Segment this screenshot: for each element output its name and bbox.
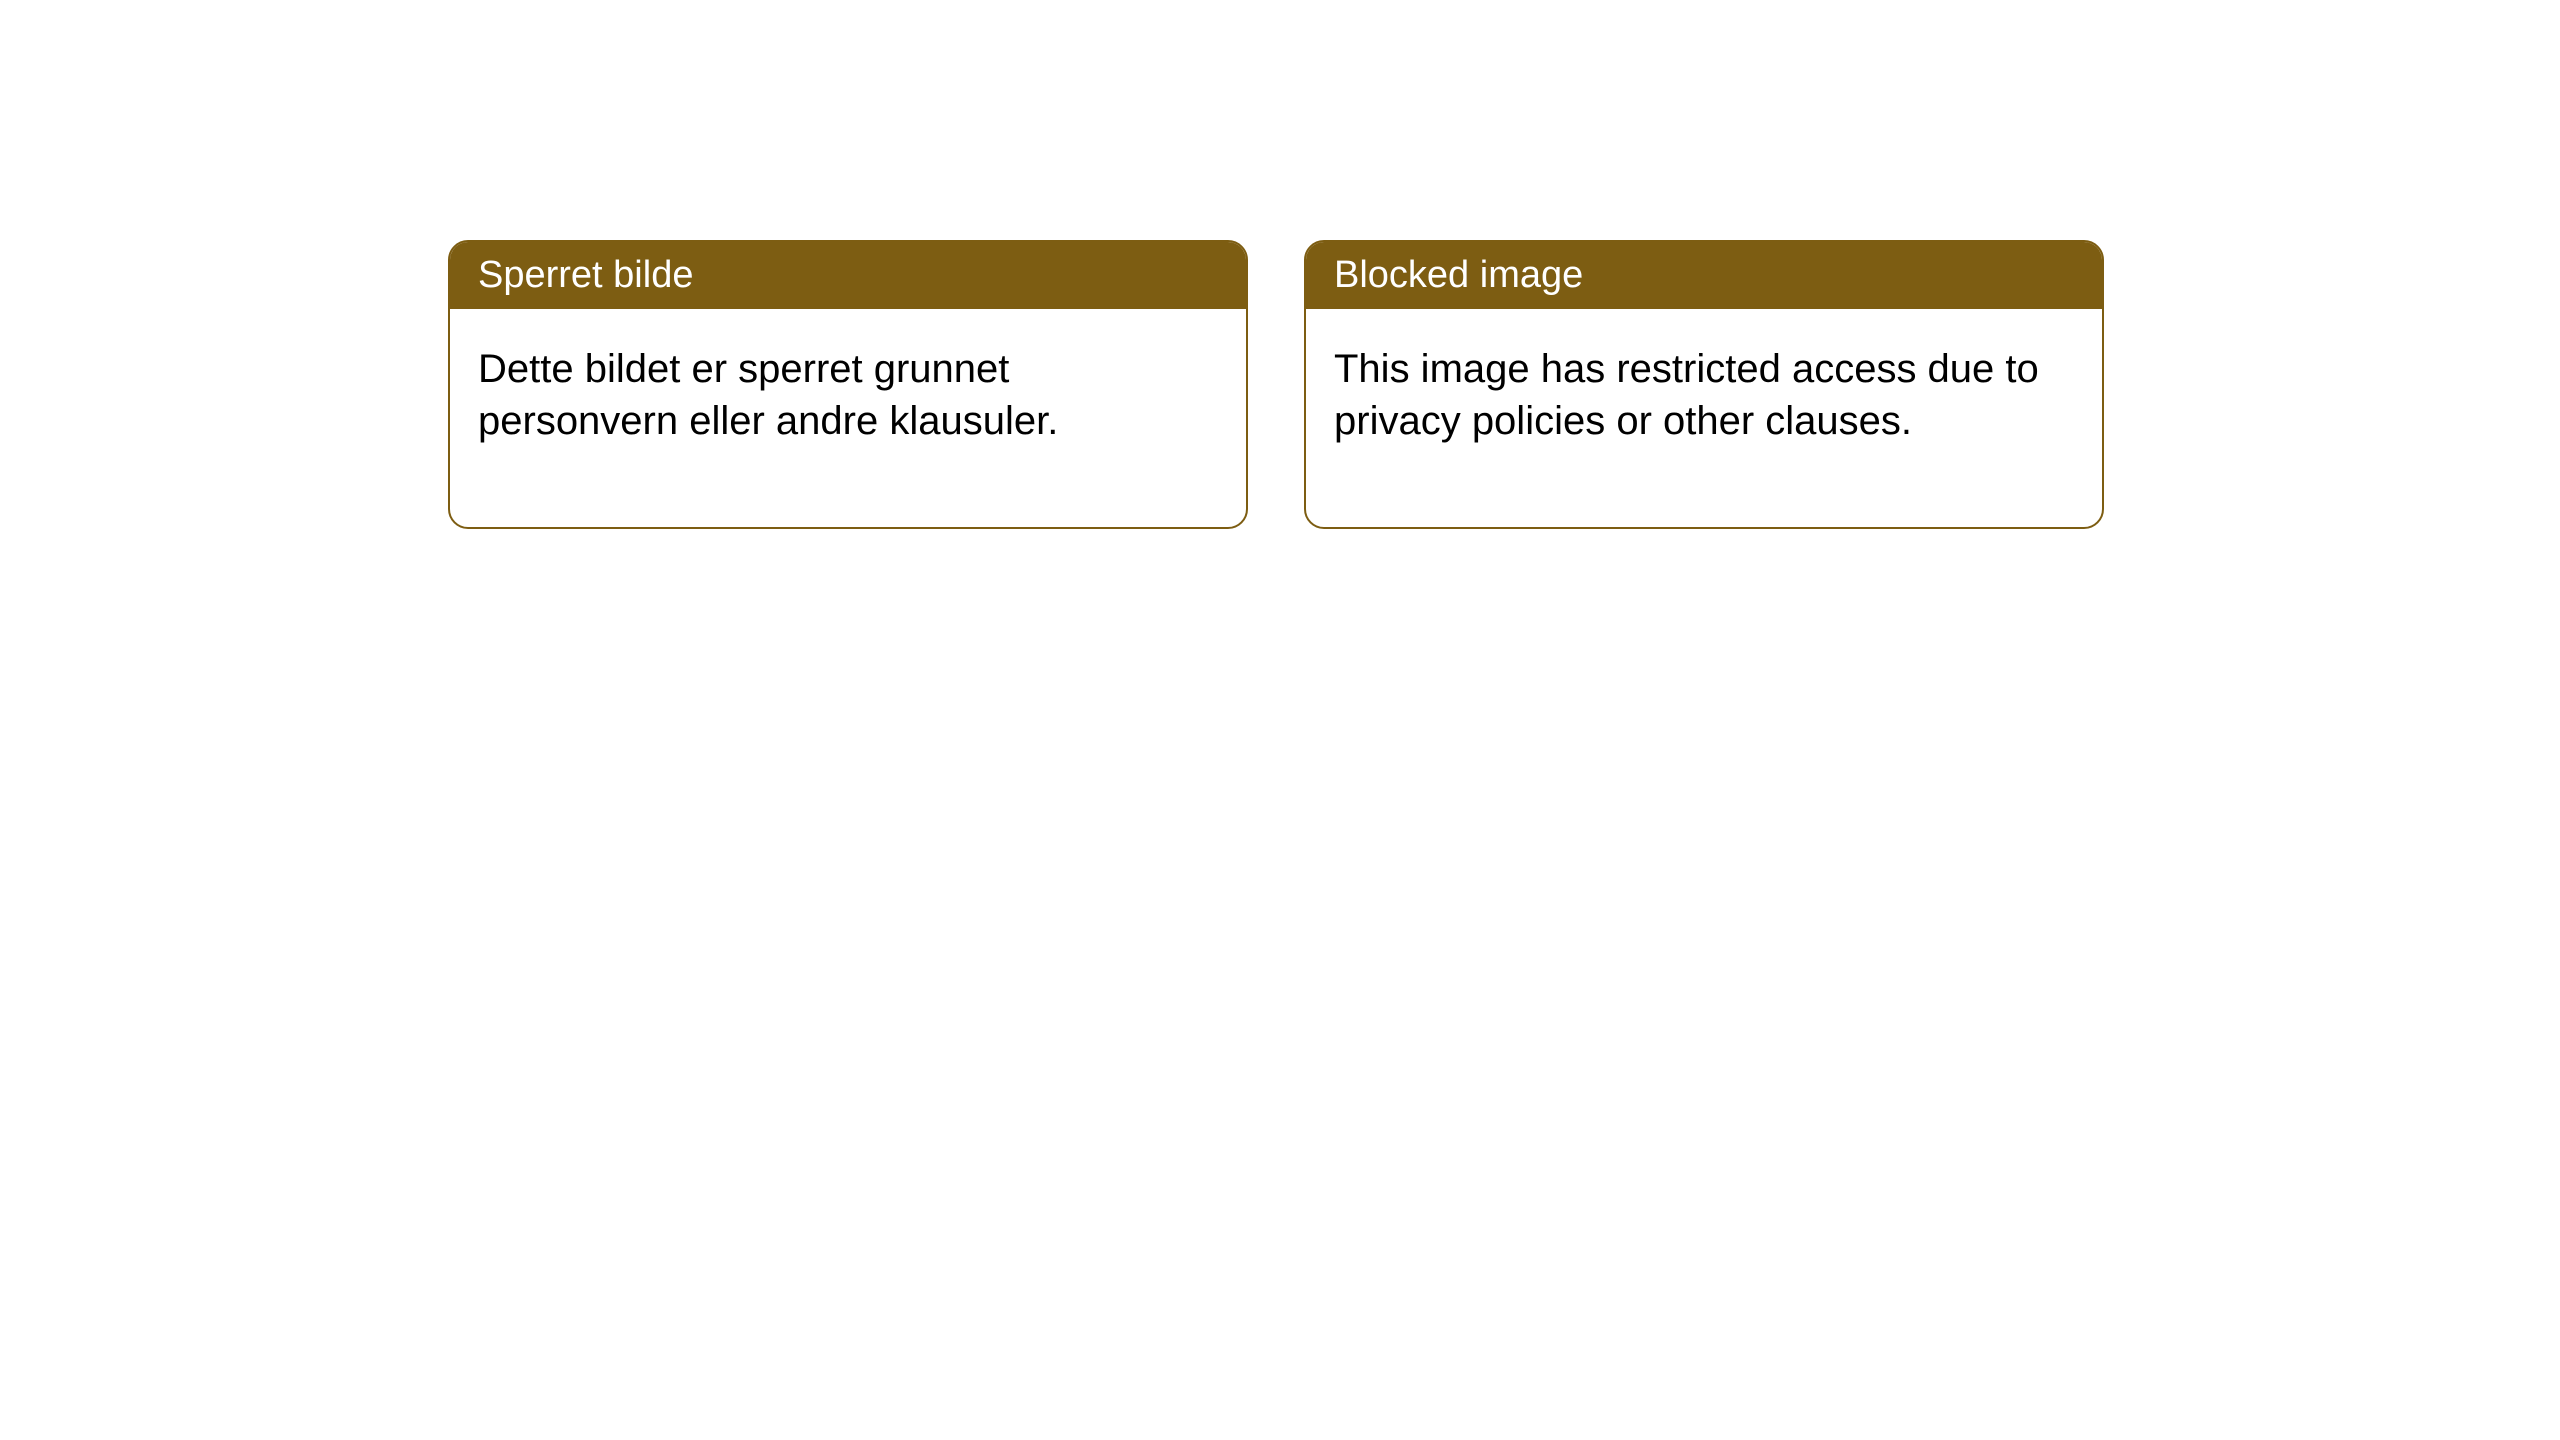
notice-title: Blocked image	[1334, 254, 1583, 296]
notice-header: Sperret bilde	[450, 242, 1246, 309]
notice-body: Dette bildet er sperret grunnet personve…	[450, 309, 1246, 527]
notice-body-text: This image has restricted access due to …	[1334, 347, 2039, 443]
notice-card-norwegian: Sperret bilde Dette bildet er sperret gr…	[448, 240, 1248, 529]
notice-container: Sperret bilde Dette bildet er sperret gr…	[448, 240, 2104, 529]
notice-card-english: Blocked image This image has restricted …	[1304, 240, 2104, 529]
notice-header: Blocked image	[1306, 242, 2102, 309]
notice-body: This image has restricted access due to …	[1306, 309, 2102, 527]
notice-body-text: Dette bildet er sperret grunnet personve…	[478, 347, 1058, 443]
notice-title: Sperret bilde	[478, 254, 693, 296]
